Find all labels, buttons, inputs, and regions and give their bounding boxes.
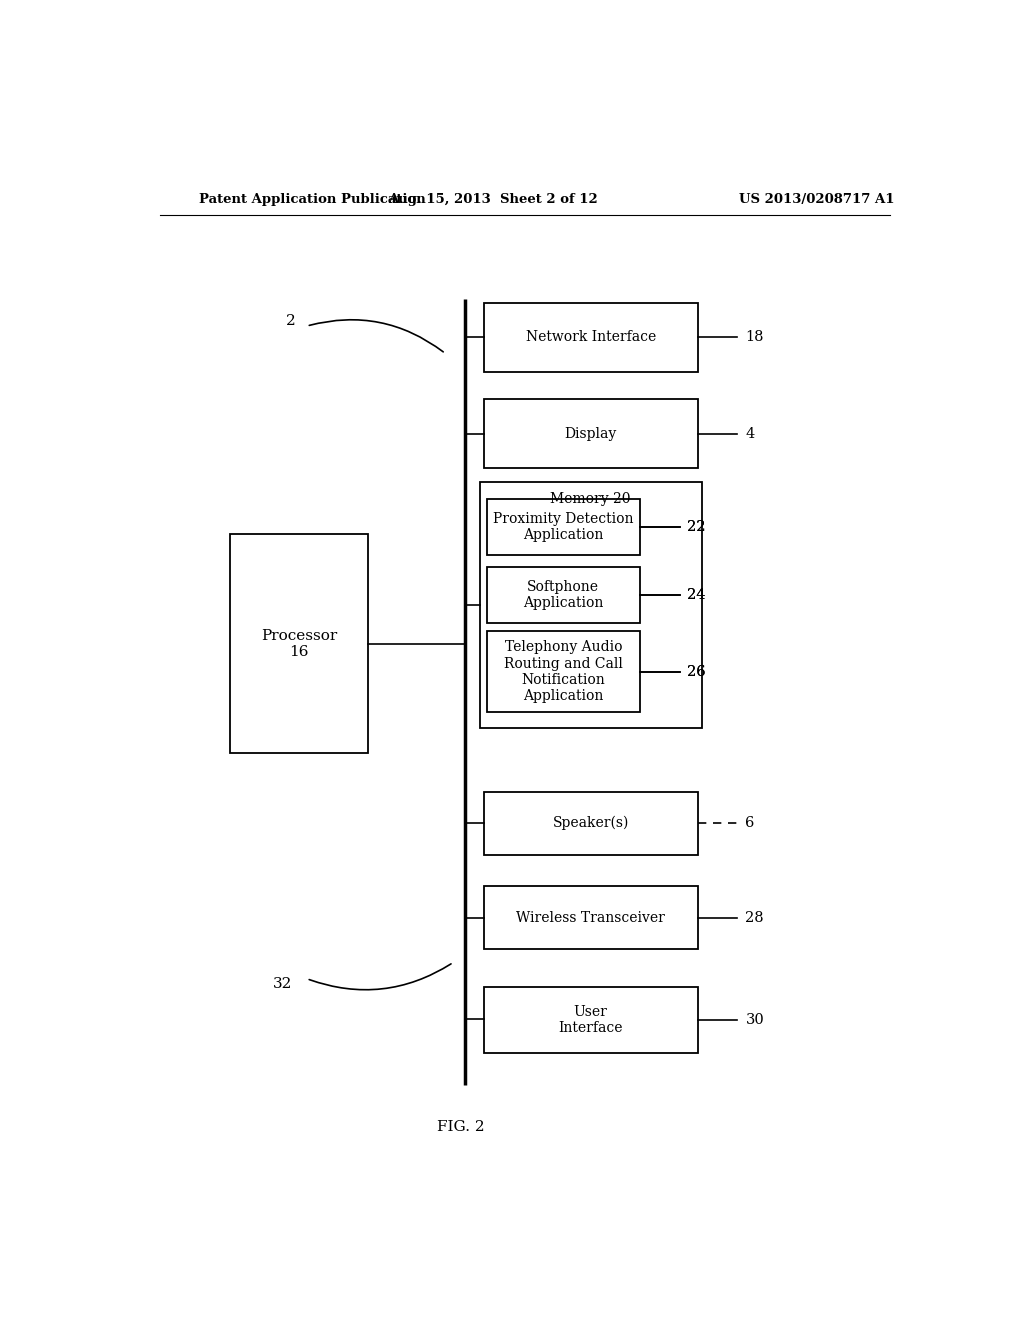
Text: Memory 20: Memory 20: [551, 492, 631, 506]
Bar: [486, 499, 640, 554]
Bar: [483, 302, 697, 372]
Text: 24: 24: [687, 587, 706, 602]
Text: 28: 28: [745, 911, 764, 924]
Text: 30: 30: [745, 1012, 764, 1027]
Bar: [483, 886, 697, 949]
Text: FIG. 2: FIG. 2: [437, 1121, 485, 1134]
Text: Processor
16: Processor 16: [261, 628, 337, 659]
Text: 26: 26: [687, 665, 707, 678]
Text: 18: 18: [745, 330, 764, 345]
Text: Speaker(s): Speaker(s): [553, 816, 629, 830]
Bar: [479, 482, 701, 727]
Text: Softphone
Application: Softphone Application: [523, 579, 603, 610]
Text: 22: 22: [687, 520, 706, 533]
Bar: [486, 568, 640, 623]
Text: Proximity Detection
Application: Proximity Detection Application: [493, 512, 634, 543]
Text: US 2013/0208717 A1: US 2013/0208717 A1: [739, 193, 895, 206]
Bar: [483, 987, 697, 1053]
Text: Display: Display: [564, 426, 616, 441]
Text: 22: 22: [687, 520, 706, 535]
Text: Network Interface: Network Interface: [525, 330, 655, 345]
Bar: [229, 535, 369, 752]
Bar: [486, 631, 640, 713]
Text: Aug. 15, 2013  Sheet 2 of 12: Aug. 15, 2013 Sheet 2 of 12: [388, 193, 598, 206]
Text: Patent Application Publication: Patent Application Publication: [200, 193, 426, 206]
Text: Telephony Audio
Routing and Call
Notification
Application: Telephony Audio Routing and Call Notific…: [504, 640, 623, 704]
Text: 32: 32: [273, 977, 293, 991]
Text: 24: 24: [687, 589, 706, 602]
Text: User
Interface: User Interface: [558, 1005, 623, 1035]
Text: 4: 4: [745, 426, 755, 441]
Text: 26: 26: [687, 665, 707, 678]
Text: 6: 6: [745, 816, 755, 830]
Bar: [483, 792, 697, 854]
Text: 2: 2: [286, 314, 296, 329]
Text: Wireless Transceiver: Wireless Transceiver: [516, 911, 666, 924]
Bar: [483, 399, 697, 469]
